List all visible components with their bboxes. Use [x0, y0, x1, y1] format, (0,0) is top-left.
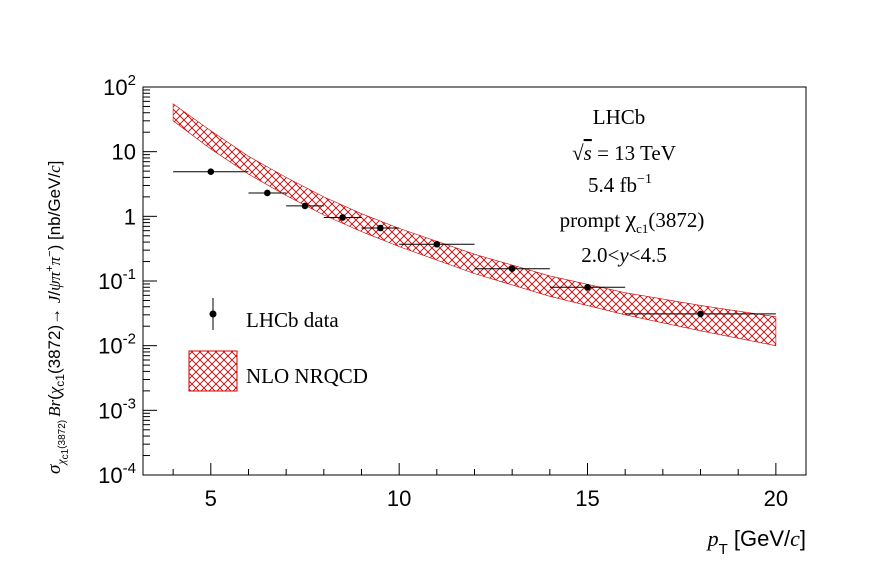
x-axis: 5 10 15 20 [172, 463, 788, 511]
x-tick-label: 15 [575, 486, 599, 511]
y-tick-label: 10-4 [98, 460, 136, 488]
data-marker [508, 265, 516, 272]
x-tick-label: 5 [205, 486, 217, 511]
y-tick-label: 10-2 [98, 331, 136, 359]
data-point [549, 283, 626, 291]
energy-label: √s = 13 TeV [572, 141, 676, 165]
annotation-block: LHCb √s = 13 TeV 5.4 fb−1 prompt χc1(387… [560, 105, 705, 267]
data-marker [264, 189, 271, 197]
data-point [286, 202, 324, 210]
state-label: prompt χc1(3872) [560, 207, 705, 236]
data-point [625, 310, 776, 318]
data-point [323, 214, 362, 221]
nrqcd-band [172, 103, 777, 347]
plot-frame [142, 86, 807, 476]
data-marker [377, 224, 384, 232]
legend-data-marker [209, 310, 217, 318]
data-marker [339, 214, 346, 221]
x-tick-label: 10 [387, 486, 411, 511]
luminosity-label: 5.4 fb−1 [588, 172, 652, 197]
data-marker [301, 202, 309, 210]
legend-data-label: LHCb data [246, 308, 339, 332]
legend-band-label: NLO NRQCD [246, 364, 368, 388]
rapidity-label: 2.0<y<4.5 [581, 243, 667, 267]
data-marker [697, 310, 704, 318]
data-marker [207, 168, 215, 176]
y-tick-label: 1 [124, 204, 136, 229]
y-tick-label: 10-1 [98, 266, 136, 294]
x-tick-label: 20 [764, 486, 788, 511]
data-point [399, 240, 475, 248]
data-point [361, 224, 400, 232]
y-tick-label: 10-3 [98, 395, 136, 423]
data-point [248, 189, 287, 197]
y-axis-label: σχc1(3872)Br(χc1(3872)→ J/ψπ+π−) [nb/GeV… [44, 161, 71, 474]
legend: LHCb data NLO NRQCD [188, 298, 368, 392]
y-tick-label: 10 [112, 140, 136, 165]
data-marker [584, 283, 591, 291]
lhcb-data-points [173, 168, 776, 318]
data-point [173, 168, 249, 176]
x-axis-label: pT [GeV/c] [706, 526, 806, 558]
data-marker [433, 240, 441, 248]
y-axis: 10-4 10-3 10-2 10-1 1 10 102 [98, 72, 157, 488]
legend-band-swatch [188, 350, 238, 392]
y-tick-label: 102 [103, 72, 136, 100]
data-point [474, 265, 550, 272]
experiment-label: LHCb [593, 105, 646, 129]
